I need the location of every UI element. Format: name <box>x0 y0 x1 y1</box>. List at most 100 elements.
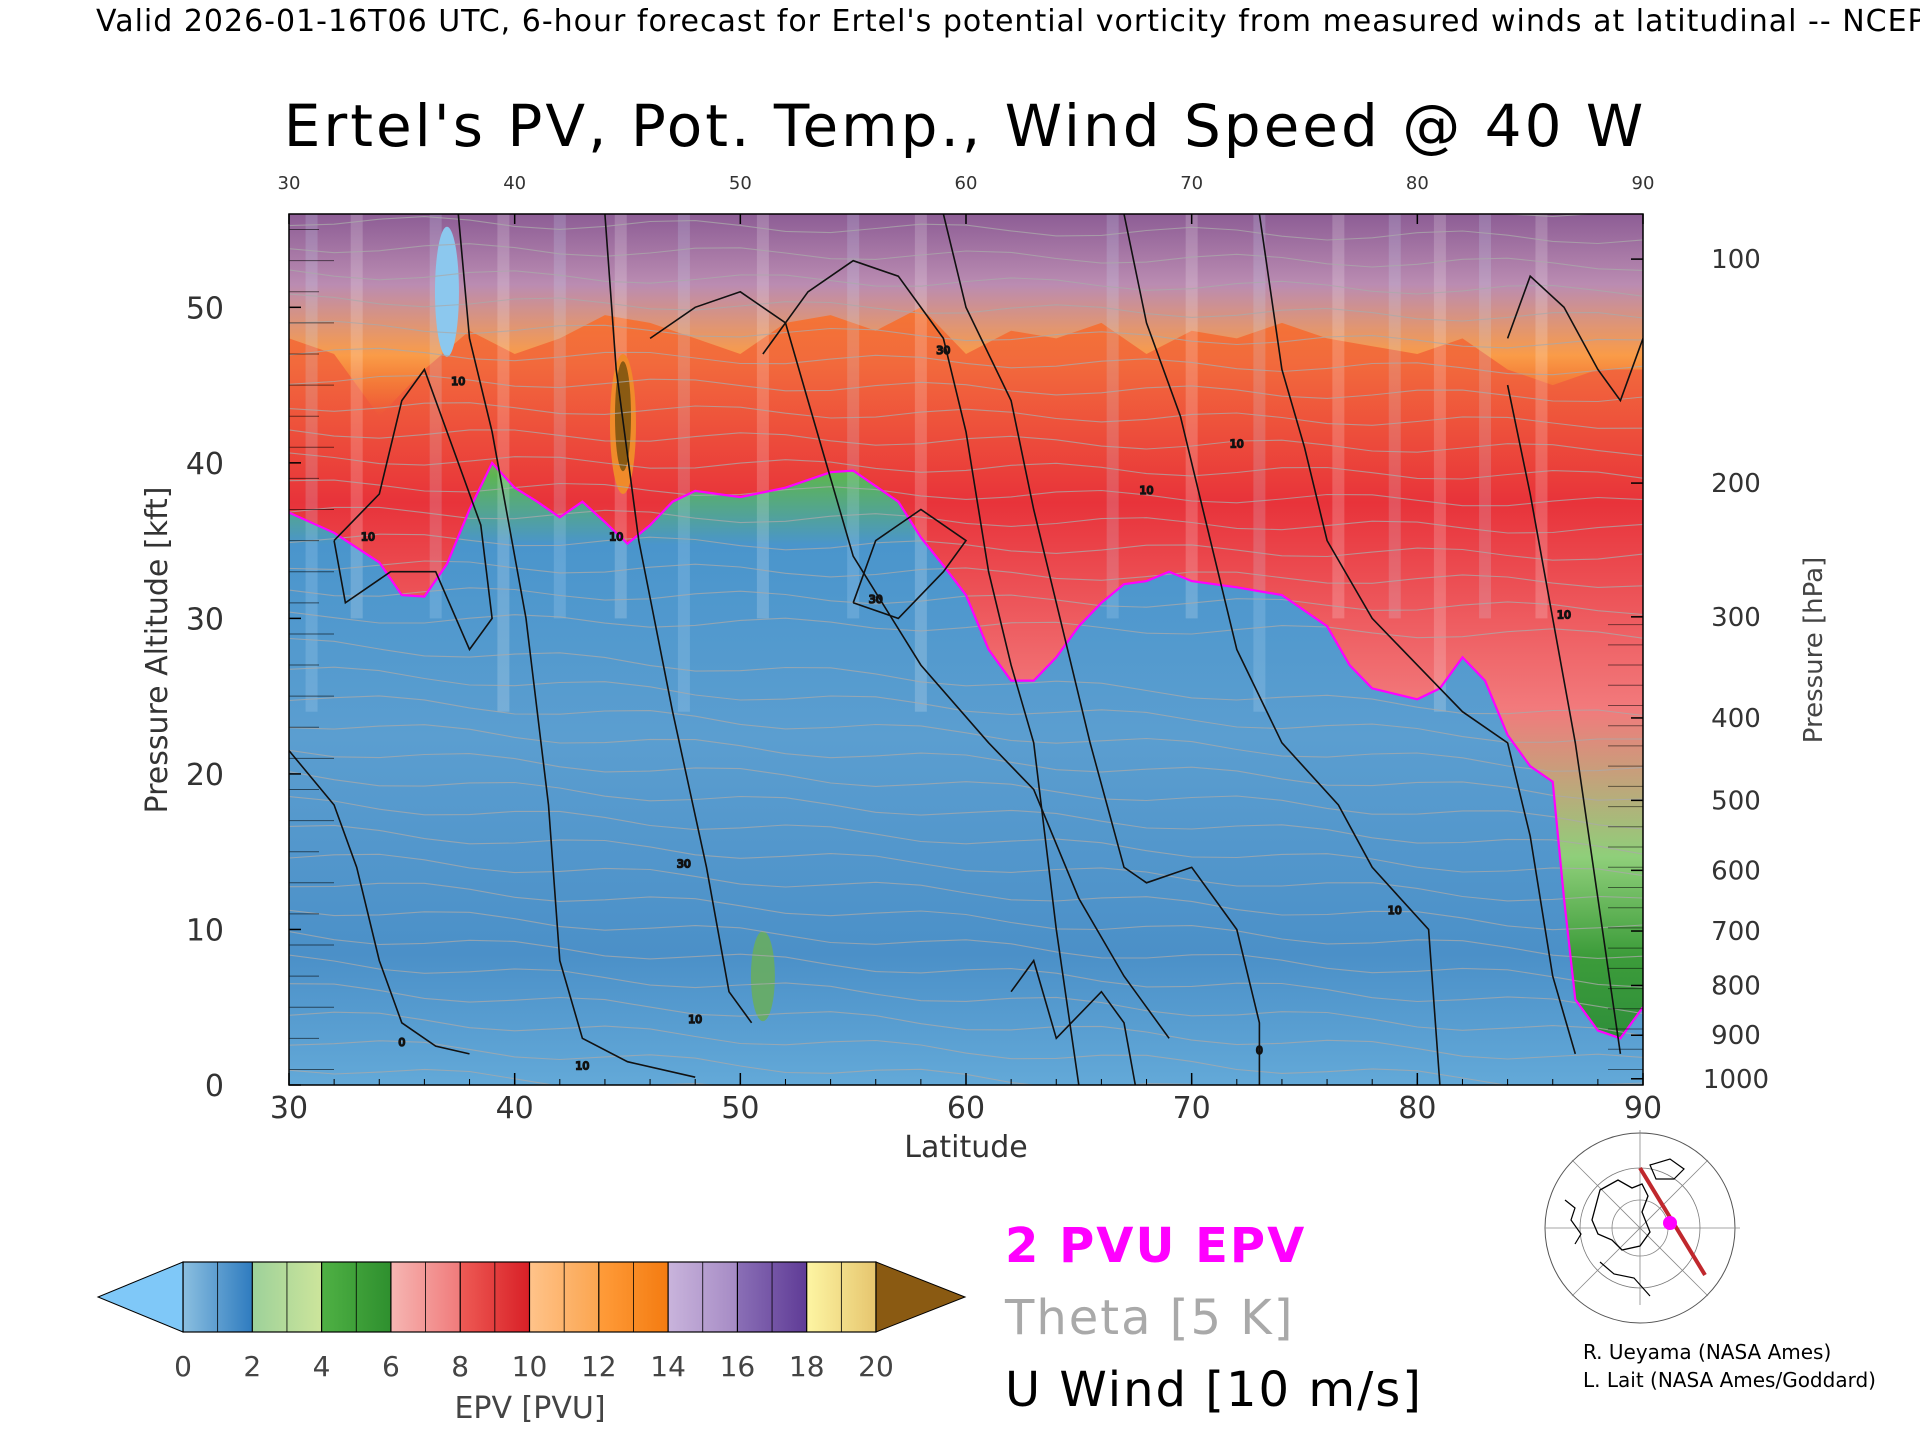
location-marker <box>1663 1216 1677 1230</box>
wind-contour-label: 10 <box>1230 437 1244 450</box>
theta-contour <box>289 320 1643 349</box>
x-tick-label: 70 <box>1173 1091 1211 1126</box>
legend-theta-label: Theta [5 K] <box>1005 1290 1295 1346</box>
wind-contour-label: 0 <box>1256 1044 1263 1057</box>
theta-contour <box>289 374 1643 403</box>
pv-streak <box>497 214 510 712</box>
wind-contour <box>649 290 1170 1039</box>
colorbar-tick-label: 8 <box>451 1350 469 1383</box>
theta-contour <box>289 216 1643 245</box>
theta-contour <box>289 882 1643 959</box>
wind-contour-label: 30 <box>677 857 691 870</box>
wind-contour <box>1010 958 1137 1085</box>
wind-contour-label: 10 <box>1140 484 1154 497</box>
x-tick-label: 80 <box>1398 1091 1436 1126</box>
theta-contour <box>289 506 1643 534</box>
wind-contour-label: 30 <box>936 344 950 357</box>
theta-contour <box>289 749 1643 830</box>
wind-contour-label: 10 <box>451 375 465 388</box>
y-axis: 0 10 20 30 40 50 <box>186 229 334 1104</box>
pv-streak <box>756 214 769 619</box>
page-header: Valid 2026-01-16T06 UTC, 6-hour forecast… <box>96 4 1920 39</box>
x-axis: 30 40 50 60 70 80 90 <box>270 1073 1662 1126</box>
pressure-tick-label: 1000 <box>1703 1065 1769 1095</box>
x-tick-label: 30 <box>270 1091 308 1126</box>
y-tick-label: 0 <box>205 1069 224 1104</box>
pv-streak <box>1479 214 1492 619</box>
pv-streak <box>1106 214 1119 619</box>
pressure-tick-label: 300 <box>1711 603 1761 633</box>
legend-wind-label: U Wind [10 m/s] <box>1005 1362 1424 1418</box>
wind-contour-label: 10 <box>1557 608 1571 621</box>
colorbar-tick-label: 6 <box>382 1350 400 1383</box>
x-top-tick-label: 40 <box>503 173 526 194</box>
pv-streak <box>914 214 927 712</box>
theta-contour <box>289 637 1643 717</box>
theta-contour <box>289 402 1643 429</box>
pv-streak <box>1535 214 1548 619</box>
theta-contour <box>289 666 1643 743</box>
colorbar-tick-label: 18 <box>789 1350 825 1383</box>
credit-line-1: R. Ueyama (NASA Ames) <box>1583 1340 1832 1364</box>
chart-title: Ertel's PV, Pot. Temp., Wind Speed @ 40 … <box>283 92 1647 160</box>
colorbar: 0 2 4 6 8 10 12 14 16 18 20 <box>96 1261 967 1383</box>
x-tick-label: 40 <box>496 1091 534 1126</box>
theta-contour <box>289 695 1643 772</box>
x-top-tick-label: 30 <box>278 173 301 194</box>
wind-contour-label: 10 <box>1388 904 1402 917</box>
pv-streaks <box>305 214 1548 1022</box>
x-axis-top: 30 40 50 60 70 80 90 <box>278 173 1655 224</box>
pv-streak <box>305 214 318 712</box>
pressure-tick-label: 200 <box>1711 469 1761 499</box>
pv-streak <box>1185 214 1198 619</box>
pv-streak <box>1332 214 1345 619</box>
theta-contour <box>289 931 1643 1015</box>
legend-pv-label: 2 PVU EPV <box>1005 1218 1307 1274</box>
credit-line-2: L. Lait (NASA Ames/Goddard) <box>1583 1368 1876 1392</box>
pressure-tick-label: 700 <box>1711 917 1761 947</box>
colorbar-tick-label: 12 <box>581 1350 617 1383</box>
colorbar-over-arrow <box>875 1261 967 1333</box>
theta-contour <box>289 1011 1643 1085</box>
wind-contour <box>333 367 493 652</box>
pv-streak <box>677 214 690 712</box>
wind-contour <box>1506 274 1643 403</box>
theta-contour <box>289 824 1643 902</box>
theta-contour <box>289 429 1643 457</box>
theta-contour <box>289 452 1643 480</box>
x-tick-label: 50 <box>721 1091 759 1126</box>
theta-contour <box>289 909 1643 988</box>
theta-contour <box>289 560 1643 588</box>
theta-contour <box>289 724 1643 801</box>
wind-contour-label: 0 <box>398 1036 405 1049</box>
pressure-axis-label: Pressure [hPa] <box>1799 557 1829 744</box>
theta-contours <box>289 214 1643 1085</box>
pv-streak <box>1433 214 1446 712</box>
wind-contour-label: 30 <box>869 593 883 606</box>
y-axis-label: Pressure Altitude [kft] <box>140 487 175 814</box>
y-tick-label: 10 <box>186 913 224 948</box>
pv-streak <box>350 214 363 619</box>
colorbar-tick-label: 2 <box>243 1350 261 1383</box>
colorbar-label: EPV [PVU] <box>454 1391 605 1426</box>
wind-contour <box>289 750 470 1055</box>
colorbar-tick-label: 4 <box>313 1350 331 1383</box>
theta-contour <box>289 269 1643 297</box>
x-top-tick-label: 90 <box>1632 173 1655 194</box>
pressure-tick-label: 900 <box>1711 1021 1761 1051</box>
wind-contour-label: 10 <box>688 1013 702 1026</box>
colorbar-tick-label: 16 <box>720 1350 756 1383</box>
location-map <box>1544 1130 1740 1324</box>
colorbar-tick-label: 10 <box>512 1350 548 1383</box>
pressure-tick-label: 800 <box>1711 971 1761 1001</box>
x-tick-label: 60 <box>947 1091 985 1126</box>
theta-contour <box>289 611 1643 639</box>
x-top-tick-label: 50 <box>729 173 752 194</box>
wind-contour <box>852 508 968 620</box>
theta-contour <box>289 954 1643 1037</box>
tropopause-2pvu-line <box>289 460 1643 1040</box>
pv-streak <box>847 214 860 619</box>
pv-min-column <box>434 226 459 357</box>
wind-contour <box>762 259 1080 1085</box>
theta-contour <box>289 533 1643 561</box>
